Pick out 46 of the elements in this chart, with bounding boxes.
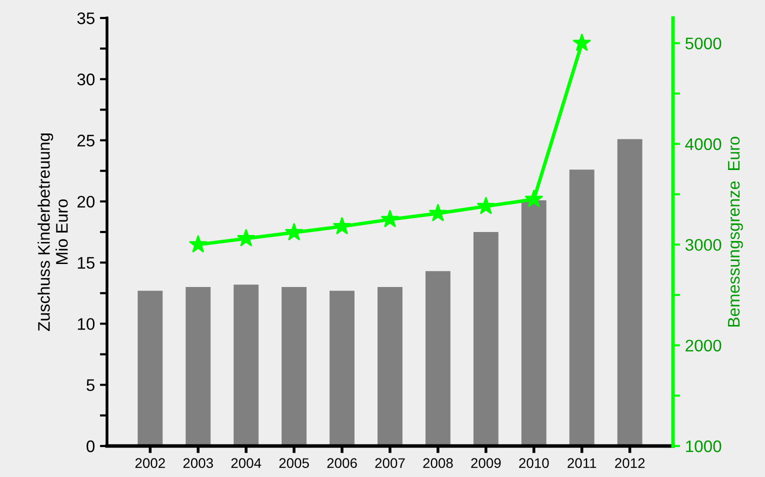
y-tick-label: 15	[78, 257, 94, 269]
point	[428, 204, 448, 222]
x-tick-label: 2012	[615, 458, 645, 468]
x-tick-label: 2005	[279, 458, 309, 468]
bar	[234, 284, 259, 446]
point	[284, 222, 304, 241]
bar	[378, 287, 402, 446]
bar	[617, 139, 642, 446]
y-tick-label: 10	[78, 318, 95, 330]
x-tick-label: 2002	[135, 458, 165, 468]
y2-axis-title: Bemessungsgrenze Euro	[728, 136, 743, 327]
x-tick-label: 2009	[471, 458, 501, 468]
point	[476, 196, 496, 214]
bar	[521, 200, 546, 446]
x-tick-label: 2010	[519, 458, 549, 468]
bar	[569, 170, 594, 446]
bar	[330, 290, 355, 446]
y-tick-label: 30	[77, 74, 95, 86]
point	[332, 216, 352, 234]
y2-tick-label: 4000	[685, 138, 722, 150]
bar	[138, 290, 163, 446]
y-tick-label: 0	[86, 440, 95, 452]
x-tick-label: 2006	[327, 458, 357, 468]
y2-tick-label: 3000	[685, 238, 722, 251]
bar	[282, 287, 307, 446]
x-tick-label: 2007	[375, 458, 405, 468]
x-tick-label: 2008	[423, 458, 453, 468]
point	[572, 33, 592, 52]
y-tick-label: 5	[86, 379, 94, 392]
point	[236, 228, 256, 247]
y-tick-label: 20	[77, 196, 95, 208]
y-tick-label: 35	[77, 12, 94, 24]
y2-tick-label: 5000	[685, 38, 722, 50]
point	[380, 210, 400, 228]
point	[524, 190, 544, 208]
x-tick-label: 2003	[183, 458, 213, 468]
y2-tick-label: 1000	[686, 440, 722, 452]
bar	[186, 287, 211, 446]
y-tick-label: 25	[77, 134, 94, 146]
y-axis-title: Zuschuss Kinderbetreuung Mio Euro	[38, 133, 68, 332]
x-tick-label: 2004	[231, 458, 262, 468]
y2-tick-label: 2000	[686, 340, 722, 352]
bar	[473, 232, 498, 446]
x-tick-label: 2011	[568, 458, 596, 468]
point	[188, 234, 208, 253]
bar	[425, 271, 450, 446]
